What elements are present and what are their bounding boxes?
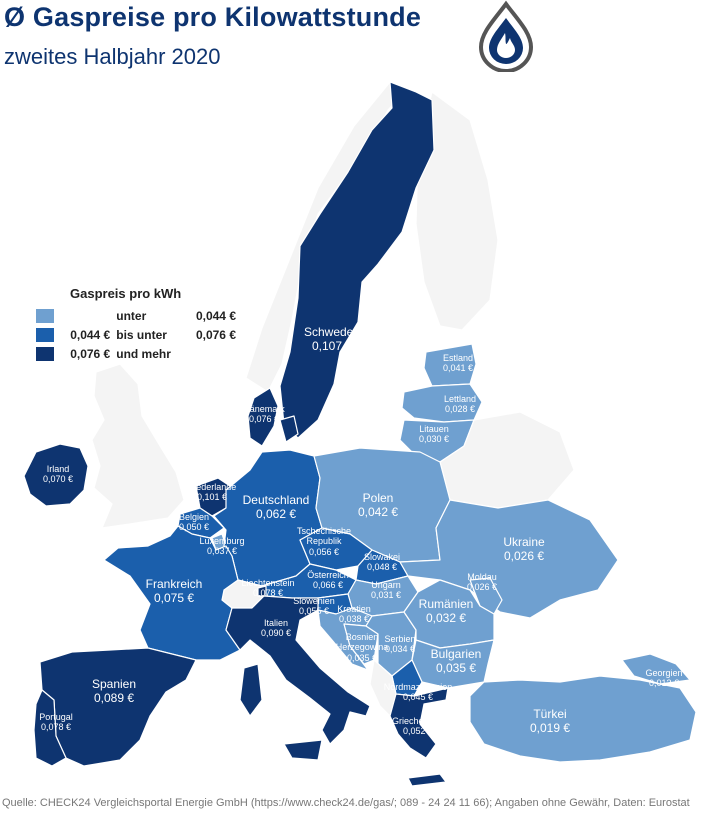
legend-from: 0,044 €: [70, 327, 111, 342]
label-lettland: Lettland 0,028 €: [443, 394, 477, 415]
legend-row-mid: 0,044 € bis unter 0,076 €: [36, 325, 236, 344]
label-polen: Polen 0,042 €: [357, 491, 399, 519]
region-irland: [23, 443, 89, 507]
region-frankreich: [103, 525, 241, 661]
region-griechenland: [389, 687, 449, 759]
region-italien: [225, 595, 371, 745]
label-liechtenstein: Liechtenstein 0,078 €: [241, 578, 295, 599]
label-deutschland: Deutschland 0,062 €: [242, 493, 310, 521]
legend-row-low: unter 0,044 €: [36, 306, 236, 325]
legend-from: 0,076 €: [70, 346, 111, 361]
label-ungarn: Ungarn 0,031 €: [370, 580, 402, 601]
legend-title: Gaspreis pro kWh: [70, 286, 182, 301]
legend-swatch-high: [36, 346, 54, 361]
legend-swatch-low: [36, 308, 54, 323]
region-daenemark-inseln: [279, 415, 299, 443]
flame-drop-icon: [478, 0, 534, 72]
label-griechenland: Griechenland 0,052 €: [392, 716, 446, 737]
region-daenemark: [247, 387, 279, 447]
label-estland: Estland 0,041 €: [442, 353, 474, 374]
region-finnland: [415, 91, 499, 331]
legend-mid: bis unter: [116, 327, 167, 342]
region-portugal: [33, 689, 67, 767]
map-title: Ø Gaspreise pro Kilowattstunde: [4, 2, 422, 32]
legend-to: 0,076 €: [195, 327, 236, 342]
legend-mid: und mehr: [116, 346, 171, 361]
map-subtitle: zweites Halbjahr 2020: [4, 44, 221, 69]
label-oesterreich: Österreich 0,066 €: [307, 570, 349, 591]
label-litauen: Litauen 0,030 €: [418, 424, 450, 445]
map-legend: Gaspreis pro kWh unter 0,044 € 0,044 € b…: [36, 286, 236, 363]
source-note: Quelle: CHECK24 Vergleichsportal Energie…: [2, 797, 690, 809]
region-schweden: [279, 81, 435, 439]
region-grossbritannien: [91, 363, 185, 529]
legend-swatch-mid: [36, 327, 54, 342]
label-frankreich: Frankreich 0,075 €: [145, 577, 203, 605]
legend-to: 0,044 €: [195, 308, 236, 323]
region-rumaenien: [403, 579, 495, 649]
label-bulgarien: Bulgarien 0,035 €: [430, 647, 482, 675]
label-portugal: Portugal 0,078 €: [39, 712, 73, 733]
label-kroatien: Kroatien 0,038 €: [337, 604, 371, 625]
label-spanien: Spanien 0,089 €: [91, 677, 137, 705]
region-ukraine: [399, 499, 619, 619]
region-kreta: [407, 773, 447, 787]
legend-mid: unter: [116, 308, 147, 323]
label-serbien: Serbien 0,034 €: [384, 634, 416, 655]
label-niederlande: Niederlande 0,101 €: [187, 482, 237, 503]
region-moldau: [469, 577, 503, 615]
label-daenemark: Dänemark 0,076 €: [243, 404, 285, 425]
europe-map: [23, 81, 697, 787]
label-bosnien: Bosnien Herzegowina 0,035 €: [335, 632, 389, 663]
label-moldau: Moldau 0,026 €: [466, 572, 498, 593]
label-slowakei: Slowakei 0,048 €: [363, 552, 401, 573]
label-slowenien: Slowenien 0,055 €: [293, 596, 335, 617]
region-tuerkei: [469, 675, 697, 763]
label-schweden: Schweden 0,107 €: [303, 325, 361, 353]
label-luxemburg: Luxemburg 0,037 €: [199, 536, 245, 557]
legend-row-high: 0,076 € und mehr: [36, 344, 236, 363]
label-ukraine: Ukraine 0,026 €: [503, 535, 545, 563]
label-belgien: Belgien 0,050 €: [178, 512, 210, 533]
region-georgien: [621, 653, 691, 685]
label-nordmazedonien: Nordmazedonien 0,045 €: [383, 682, 453, 703]
label-georgien: Georgien 0,013 €: [645, 668, 683, 689]
label-tuerkei: Türkei 0,019 €: [529, 707, 571, 735]
region-sardinien: [239, 663, 263, 717]
label-italien: Italien 0,090 €: [260, 618, 292, 639]
region-spanien: [39, 647, 197, 767]
label-tschechien: Tschechische Republik 0,056 €: [296, 526, 352, 557]
label-irland: Irland 0,070 €: [42, 464, 74, 485]
region-sizilien: [283, 739, 323, 761]
label-rumaenien: Rumänien 0,032 €: [418, 597, 474, 625]
